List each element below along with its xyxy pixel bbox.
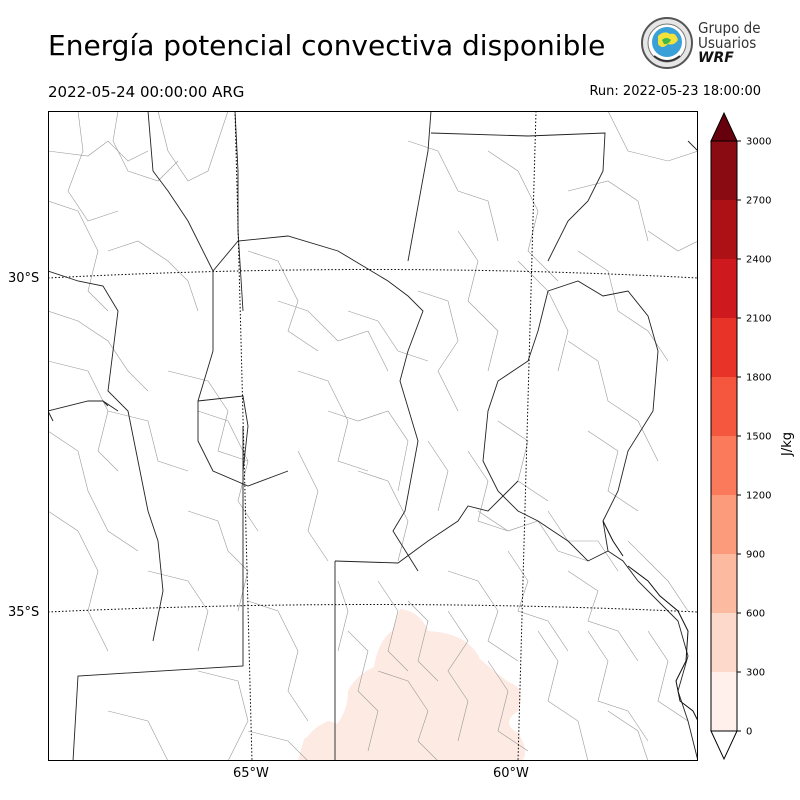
logo-text-wrf: WRF [698,50,734,66]
colorbar-segment [711,436,737,495]
colorbar-tick-label: 2100 [746,314,771,325]
logo-text-line2: Usuarios [698,34,757,52]
colorbar-tick-label: 1500 [746,432,771,443]
colorbar-segment [711,259,737,318]
colorbar-segment [711,200,737,259]
wrf-logo: Grupo de Usuarios WRF [638,14,763,72]
map-frame [48,111,698,761]
province-boundaries [48,111,698,761]
valid-time: 2022-05-24 00:00:00 ARG [48,83,245,101]
run-time: Run: 2022-05-23 18:00:00 [589,84,761,99]
colorbar-tick-label: 0 [746,727,752,738]
lon-label-65w: 65°W [233,766,269,781]
colorbar: 0 300 600 900 1200 1500 1800 2100 2400 2700 3000 J… [710,111,795,761]
colorbar-segment [711,672,737,731]
colorbar-segment [711,141,737,200]
colorbar-tick-label: 600 [746,609,765,620]
colorbar-tick-label: 1200 [746,491,771,502]
map-title: Energía potencial convectiva disponible [48,29,606,62]
lat-label-35s: 35°S [8,605,40,620]
graticule [48,111,698,761]
lat-label-30s: 30°S [8,271,40,286]
colorbar-extend-min [710,730,738,761]
lon-label-60w: 60°W [493,766,529,781]
colorbar-tick-label: 2700 [746,196,771,207]
colorbar-segment [711,318,737,377]
colorbar-tick-label: 900 [746,550,765,561]
cape-map [48,111,698,761]
logo-text-line1: Grupo de [698,19,761,37]
colorbar-unit-label: J/kg [780,432,795,457]
colorbar-tick-label: 2400 [746,255,771,266]
coastline [602,520,698,722]
colorbar-segment [711,613,737,672]
colorbar-tick-label: 1800 [746,373,771,384]
colorbar-segment [711,554,737,613]
globe-icon [641,17,693,69]
colorbar-tick-label: 300 [746,668,765,679]
department-boundaries [48,111,698,761]
colorbar-extend-max [710,111,738,142]
colorbar-segment [711,377,737,436]
cape-field-shading [298,609,526,761]
colorbar-tick-label: 3000 [746,137,771,148]
colorbar-segment [711,495,737,554]
